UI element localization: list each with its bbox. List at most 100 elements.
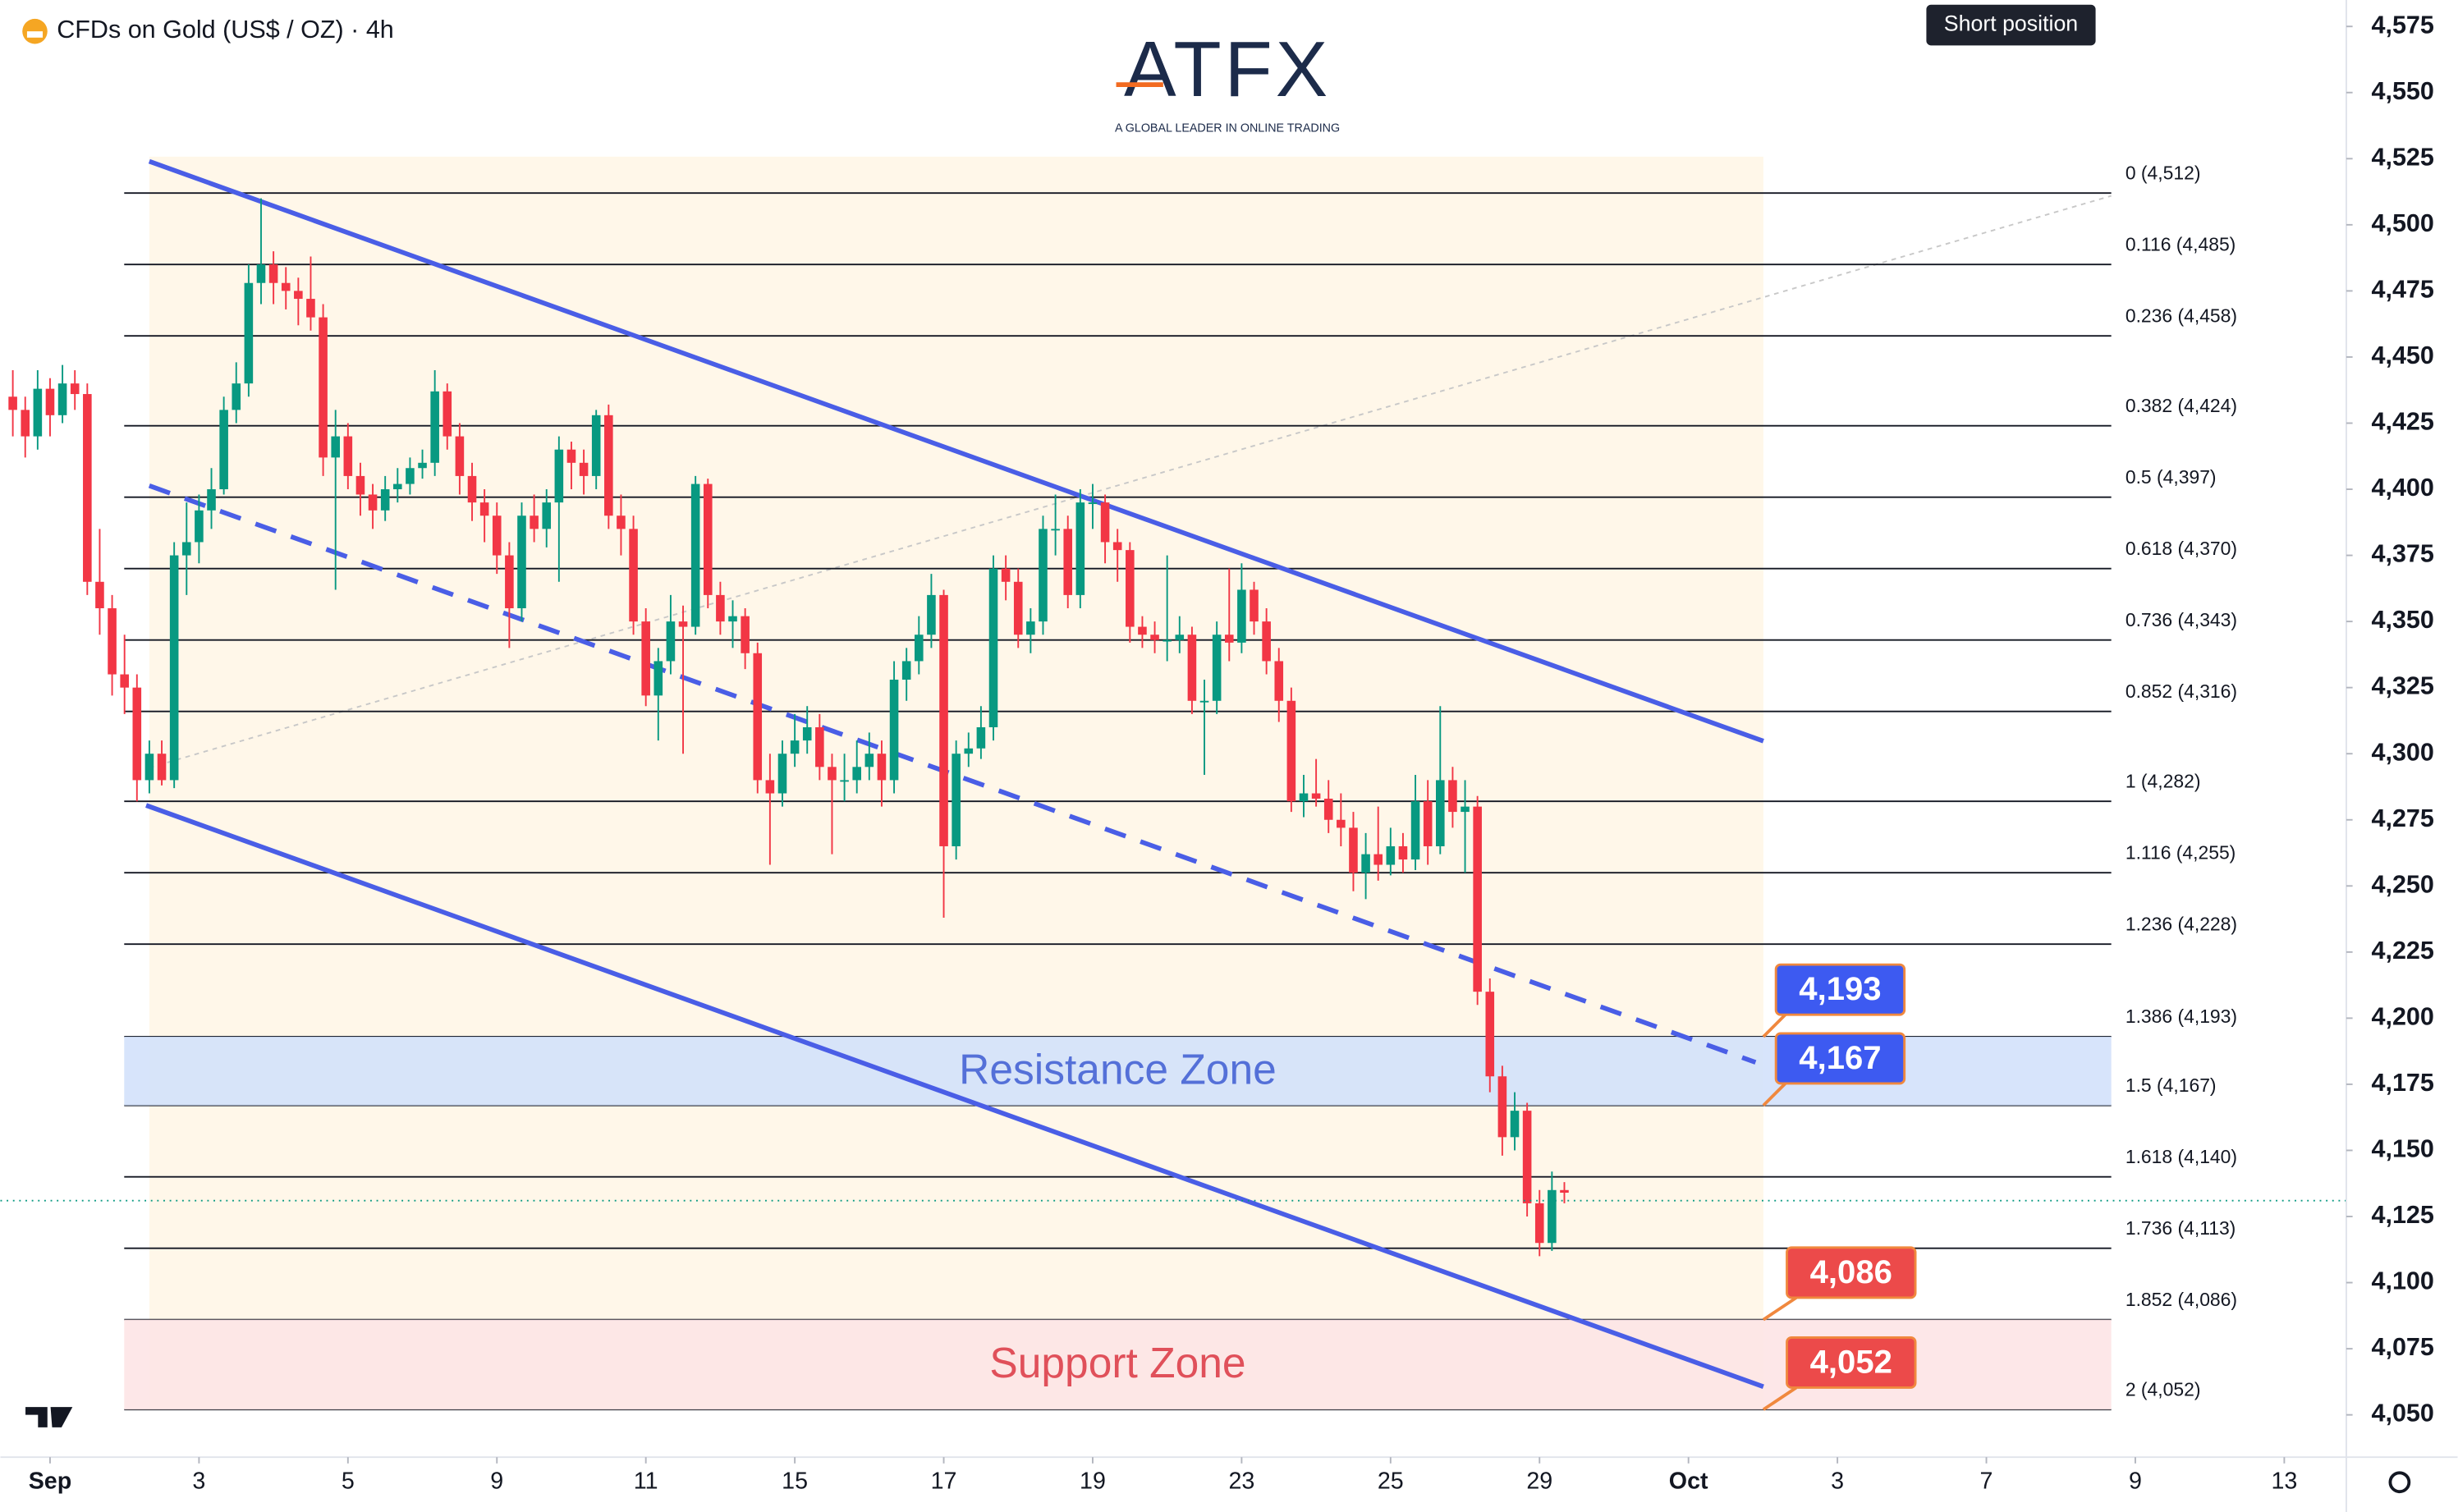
candle-body	[1311, 793, 1321, 799]
candle-body	[840, 780, 849, 782]
candle-body	[1361, 854, 1370, 873]
candle-body	[1286, 700, 1296, 802]
candle-body	[21, 410, 30, 437]
candle-body	[889, 679, 899, 781]
y-tick-label: 4,250	[2371, 870, 2433, 898]
candle-body	[430, 391, 439, 463]
fib-label: 0.382 (4,424)	[2126, 395, 2237, 416]
candle-body	[33, 388, 43, 437]
candle-body	[479, 502, 489, 516]
candle-body	[169, 555, 179, 781]
candle-body	[566, 449, 576, 463]
candle-body	[1100, 502, 1110, 543]
settings-icon[interactable]	[2388, 1471, 2411, 1494]
candle-body	[1485, 992, 1495, 1077]
candle-body	[728, 616, 737, 622]
logo-tagline: A GLOBAL LEADER IN ONLINE TRADING	[1115, 121, 1340, 135]
candle-body	[1497, 1076, 1507, 1138]
y-tick-label: 4,200	[2371, 1002, 2433, 1030]
candle-body	[777, 754, 787, 794]
candle-body	[108, 608, 117, 675]
candle-body	[1250, 589, 1259, 622]
candle-body	[790, 740, 800, 754]
y-tick-label: 4,175	[2371, 1069, 2433, 1097]
candle-body	[629, 529, 638, 622]
candle-body	[256, 264, 266, 283]
x-tick-label: 19	[1080, 1468, 1106, 1494]
y-tick-label: 4,375	[2371, 540, 2433, 568]
candle-body	[368, 494, 378, 511]
y-tick-label: 4,300	[2371, 738, 2433, 766]
candle-body	[1349, 827, 1358, 873]
candle-body	[1386, 845, 1396, 865]
tooltip: Short position	[1944, 11, 2078, 36]
candle-body	[1510, 1111, 1520, 1138]
badge-label: 4,167	[1799, 1040, 1881, 1076]
candle-body	[1534, 1203, 1544, 1244]
candle-body	[244, 282, 254, 384]
fib-label: 0.852 (4,316)	[2126, 680, 2237, 702]
candle-body	[901, 661, 911, 680]
candle-body	[195, 510, 204, 543]
badge-leader	[1762, 1296, 1798, 1322]
candle-body	[988, 568, 998, 727]
x-tick-label: 25	[1378, 1468, 1404, 1494]
candle-body	[703, 483, 713, 595]
candle-body	[1461, 806, 1470, 813]
candle-body	[492, 515, 502, 556]
candle-body	[530, 515, 539, 529]
candle-body	[306, 299, 315, 318]
candle-body	[45, 388, 55, 415]
axes: 4,050 4,075 4,100 4,125 4,150 4,175 4,200 4,225…	[29, 11, 2434, 1494]
candle-body	[1448, 780, 1457, 813]
candle-body	[95, 581, 104, 609]
candle-body	[1473, 806, 1482, 992]
candle-body	[1001, 568, 1011, 582]
candle-body	[1150, 635, 1159, 640]
candle-body	[1075, 502, 1085, 595]
candle-body	[716, 594, 725, 622]
fib-label: 1.236 (4,228)	[2126, 913, 2237, 934]
candle-body	[319, 317, 328, 458]
fib-label: 1.386 (4,193)	[2126, 1006, 2237, 1027]
fib-label: 0.116 (4,485)	[2126, 233, 2236, 254]
candle-body	[1013, 581, 1023, 635]
badge-leader	[1762, 1013, 1786, 1038]
x-tick-label: 9	[490, 1468, 503, 1494]
x-tick-label: 3	[1831, 1468, 1844, 1494]
candle-body	[8, 396, 17, 410]
candle-body	[1560, 1189, 1569, 1194]
x-tick-label: 11	[634, 1468, 658, 1494]
candle-body	[1410, 801, 1420, 860]
candle-body	[1063, 529, 1073, 595]
fib-label: 0 (4,512)	[2126, 162, 2201, 183]
tradingview-logo[interactable]	[25, 1407, 73, 1427]
candle-body	[343, 436, 353, 476]
candle-body	[505, 555, 514, 609]
candle-body	[765, 780, 775, 794]
candle-body	[976, 726, 986, 749]
candle-body	[927, 594, 936, 635]
y-tick-label: 4,575	[2371, 11, 2433, 39]
candle-body	[1237, 589, 1246, 643]
symbol-icon-bar	[26, 31, 44, 38]
badge-box	[1786, 1246, 1917, 1299]
x-tick-label: 9	[2129, 1468, 2142, 1494]
x-tick-label: 7	[1980, 1468, 1993, 1494]
candle-body	[443, 391, 452, 437]
candle-body	[1175, 635, 1185, 640]
y-tick-label: 4,050	[2371, 1400, 2433, 1427]
y-tick-label: 4,550	[2371, 77, 2433, 105]
candle-body	[617, 515, 626, 529]
candle-body	[268, 264, 278, 283]
badge-label: 4,052	[1810, 1344, 1892, 1380]
y-tick-label: 4,500	[2371, 209, 2433, 237]
candle-body	[132, 687, 142, 781]
candle-body	[591, 415, 601, 476]
y-tick-label: 4,350	[2371, 606, 2433, 634]
candle-body	[219, 410, 228, 490]
candle-body	[1112, 542, 1122, 551]
x-tick-label: 17	[931, 1468, 957, 1494]
candle-body	[406, 468, 415, 484]
